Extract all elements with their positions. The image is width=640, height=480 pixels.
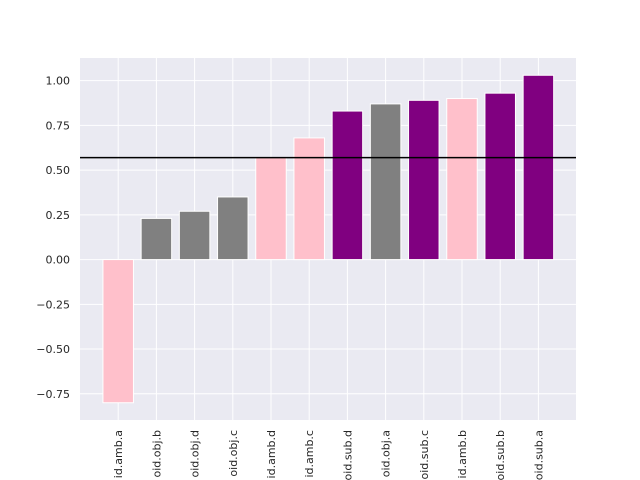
bar — [484, 92, 516, 261]
y-tick-label: 0.25 — [46, 209, 71, 222]
y-tick-label: −0.25 — [36, 298, 70, 311]
x-tick-label: id.amb.b — [456, 430, 469, 478]
bar — [178, 210, 211, 261]
x-tick-label: oid.sub.d — [341, 430, 354, 480]
bar — [255, 157, 287, 261]
bar — [217, 196, 249, 261]
x-tick-label: oid.sub.c — [418, 430, 431, 480]
x-tick-label: id.amb.a — [112, 430, 125, 478]
bar — [446, 98, 478, 261]
y-tick-label: 0.75 — [46, 119, 71, 132]
x-tick-label: id.amb.c — [303, 430, 316, 478]
bar — [102, 259, 134, 404]
x-tick-label: id.amb.d — [265, 430, 278, 478]
bar — [369, 103, 402, 261]
y-tick-label: 0.00 — [46, 254, 71, 267]
y-tick-label: 1.00 — [46, 75, 71, 88]
x-tick-label: oid.sub.b — [494, 430, 507, 480]
bar — [522, 74, 555, 261]
x-axis-tick-labels: id.amb.a oid.obj.b oid.obj.d oid.obj.c id.am… — [112, 430, 545, 480]
y-tick-label: 0.50 — [46, 164, 71, 177]
x-tick-label: oid.sub.a — [532, 430, 545, 480]
bar — [293, 137, 325, 261]
bar — [331, 110, 364, 261]
y-tick-label: −0.75 — [36, 388, 70, 401]
x-tick-label: oid.obj.b — [150, 430, 163, 478]
y-axis-tick-labels: −0.75 −0.50 −0.25 0.00 0.25 0.50 0.75 1.00 — [36, 75, 70, 401]
bar — [408, 99, 440, 261]
x-tick-label: oid.obj.d — [189, 430, 202, 478]
x-tick-label: oid.obj.a — [380, 430, 393, 477]
x-tick-label: oid.obj.c — [227, 430, 240, 477]
bar — [140, 217, 173, 261]
y-tick-label: −0.50 — [36, 343, 70, 356]
